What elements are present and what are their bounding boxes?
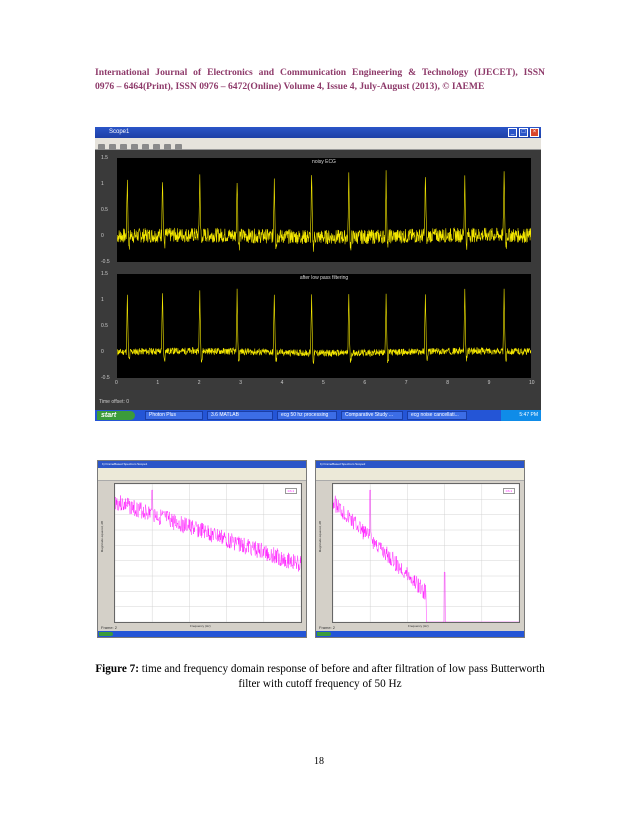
- x-tick-label: 3: [239, 380, 242, 386]
- spectrum-status: Frame: 2: [319, 625, 336, 630]
- time-offset: Time offset: 0: [99, 399, 130, 405]
- mini-start-button: [99, 632, 113, 636]
- scope-title: Scope1: [109, 129, 130, 135]
- figure-label: Figure 7:: [95, 663, 139, 675]
- noisy-ecg-title: noisy ECG: [312, 159, 336, 165]
- scope-toolbar: [95, 138, 541, 151]
- filtered-ecg-title: after low pass filtering: [299, 275, 349, 281]
- spectrum-y-label: Magnitude-squared, dB: [100, 521, 104, 553]
- y-tick-label: -0.5: [101, 259, 110, 265]
- mini-taskbar: [98, 631, 306, 637]
- spectrum-trace-line: [333, 489, 519, 622]
- header-line-1: International Journal of Electronics and…: [95, 67, 545, 78]
- taskbar-item: ecg noise cancellati...: [407, 411, 467, 420]
- spectrum-window-after: b) FrameBased Spectrum Scope2 Ch 1 Magni…: [315, 460, 525, 638]
- figure-caption-text: time and frequency domain response of be…: [138, 663, 545, 690]
- spectrum-menubar: [316, 468, 524, 474]
- taskbar-item: 3.6 MATLAB: [207, 411, 273, 420]
- print-icon: [98, 144, 105, 151]
- taskbar-item: Photon Plus: [145, 411, 203, 420]
- spectrum-trace-after: [333, 484, 519, 622]
- spectrum-legend: Ch 1: [502, 488, 515, 494]
- spectrum-menubar: [98, 468, 306, 474]
- noisy-ecg-plot: noisy ECG: [117, 158, 531, 262]
- spectrum-plot-after: Ch 1: [332, 483, 520, 623]
- spectrum-y-label: Magnitude-squared, dB: [318, 521, 322, 553]
- x-tick-label: 2: [197, 380, 201, 386]
- zoom-in-icon: [109, 144, 116, 151]
- x-tick-label: 7: [404, 380, 408, 386]
- y-tick-label: 1: [101, 181, 104, 187]
- spectrum-plot-before: Ch 1: [114, 483, 302, 623]
- save-axes-icon: [153, 144, 160, 151]
- parameters-icon: [164, 144, 171, 151]
- spectrum-window-before: b) FrameBased Spectrum Scope1 Ch 1 Magni…: [97, 460, 307, 638]
- taskbar-item: Comparative Study ...: [341, 411, 403, 420]
- y-tick-label: 0.5: [101, 207, 108, 213]
- scope-window-screenshot: Scope1 _ □ × noisy ECG after low pass fi…: [95, 127, 541, 421]
- journal-header: International Journal of Electronics and…: [95, 66, 545, 94]
- spectrum-status: Frame: 2: [101, 625, 118, 630]
- scope-titlebar: Scope1 _ □ ×: [95, 127, 541, 138]
- spectrum-trace-line: [115, 489, 301, 572]
- y-tick-label: 0.5: [101, 323, 108, 329]
- spectrum-title: b) FrameBased Spectrum Scope1: [102, 462, 148, 466]
- lock-icon: [175, 144, 182, 151]
- x-tick-label: 9: [487, 380, 491, 386]
- y-tick-label: 1: [101, 297, 104, 303]
- spectrum-title: b) FrameBased Spectrum Scope2: [320, 462, 366, 466]
- mini-start-button: [317, 632, 331, 636]
- filtered-ecg-plot: after low pass filtering: [117, 274, 531, 378]
- windows-taskbar: start Photon Plus 3.6 MATLAB ecg 50 hz p…: [95, 410, 541, 421]
- autoscale-icon: [142, 144, 149, 151]
- mini-taskbar: [316, 631, 524, 637]
- spectrum-legend: Ch 1: [284, 488, 297, 494]
- taskbar-item: ecg 50 hz processing: [277, 411, 337, 420]
- y-tick-label: 0: [101, 233, 104, 239]
- spectrum-toolbar: [98, 474, 306, 481]
- y-tick-label: 1.5: [101, 271, 108, 277]
- spectrum-trace-before: [115, 484, 301, 622]
- spectrum-x-label: Frequency (Hz): [408, 624, 429, 628]
- filtered-ecg-trace: [117, 288, 531, 365]
- y-tick-label: 0: [101, 349, 104, 355]
- y-tick-label: 1.5: [101, 155, 108, 161]
- minimize-icon: _: [508, 128, 517, 137]
- start-button: start: [97, 411, 135, 420]
- spectrum-titlebar: b) FrameBased Spectrum Scope2: [316, 461, 524, 468]
- zoom-y-icon: [131, 144, 138, 151]
- spectrum-toolbar: [316, 474, 524, 481]
- x-tick-label: 10: [529, 380, 535, 386]
- close-icon: ×: [530, 128, 539, 137]
- x-tick-label: 1: [156, 380, 160, 386]
- x-tick-label: 5: [322, 380, 325, 386]
- x-tick-label: 4: [280, 380, 284, 386]
- header-line-2: 0976 – 6464(Print), ISSN 0976 – 6472(Onl…: [95, 81, 485, 92]
- figure-caption: Figure 7: time and frequency domain resp…: [95, 662, 545, 692]
- ecg-trace-line: [117, 170, 531, 252]
- taskbar-clock: 5:47 PM: [501, 410, 541, 421]
- scope-plot-area: noisy ECG after low pass filtering 1.5 1 0…: [95, 150, 541, 412]
- x-tick-label: 0: [115, 380, 118, 386]
- page-number: 18: [314, 756, 324, 767]
- noisy-ecg-trace: [117, 170, 531, 252]
- ecg-trace-line: [117, 288, 531, 365]
- spectrum-titlebar: b) FrameBased Spectrum Scope1: [98, 461, 306, 468]
- spectrum-x-label: Frequency (Hz): [190, 624, 211, 628]
- x-tick-label: 8: [446, 380, 449, 386]
- zoom-x-icon: [120, 144, 127, 151]
- y-tick-label: -0.5: [101, 375, 110, 381]
- maximize-icon: □: [519, 128, 528, 137]
- x-tick-label: 6: [363, 380, 367, 386]
